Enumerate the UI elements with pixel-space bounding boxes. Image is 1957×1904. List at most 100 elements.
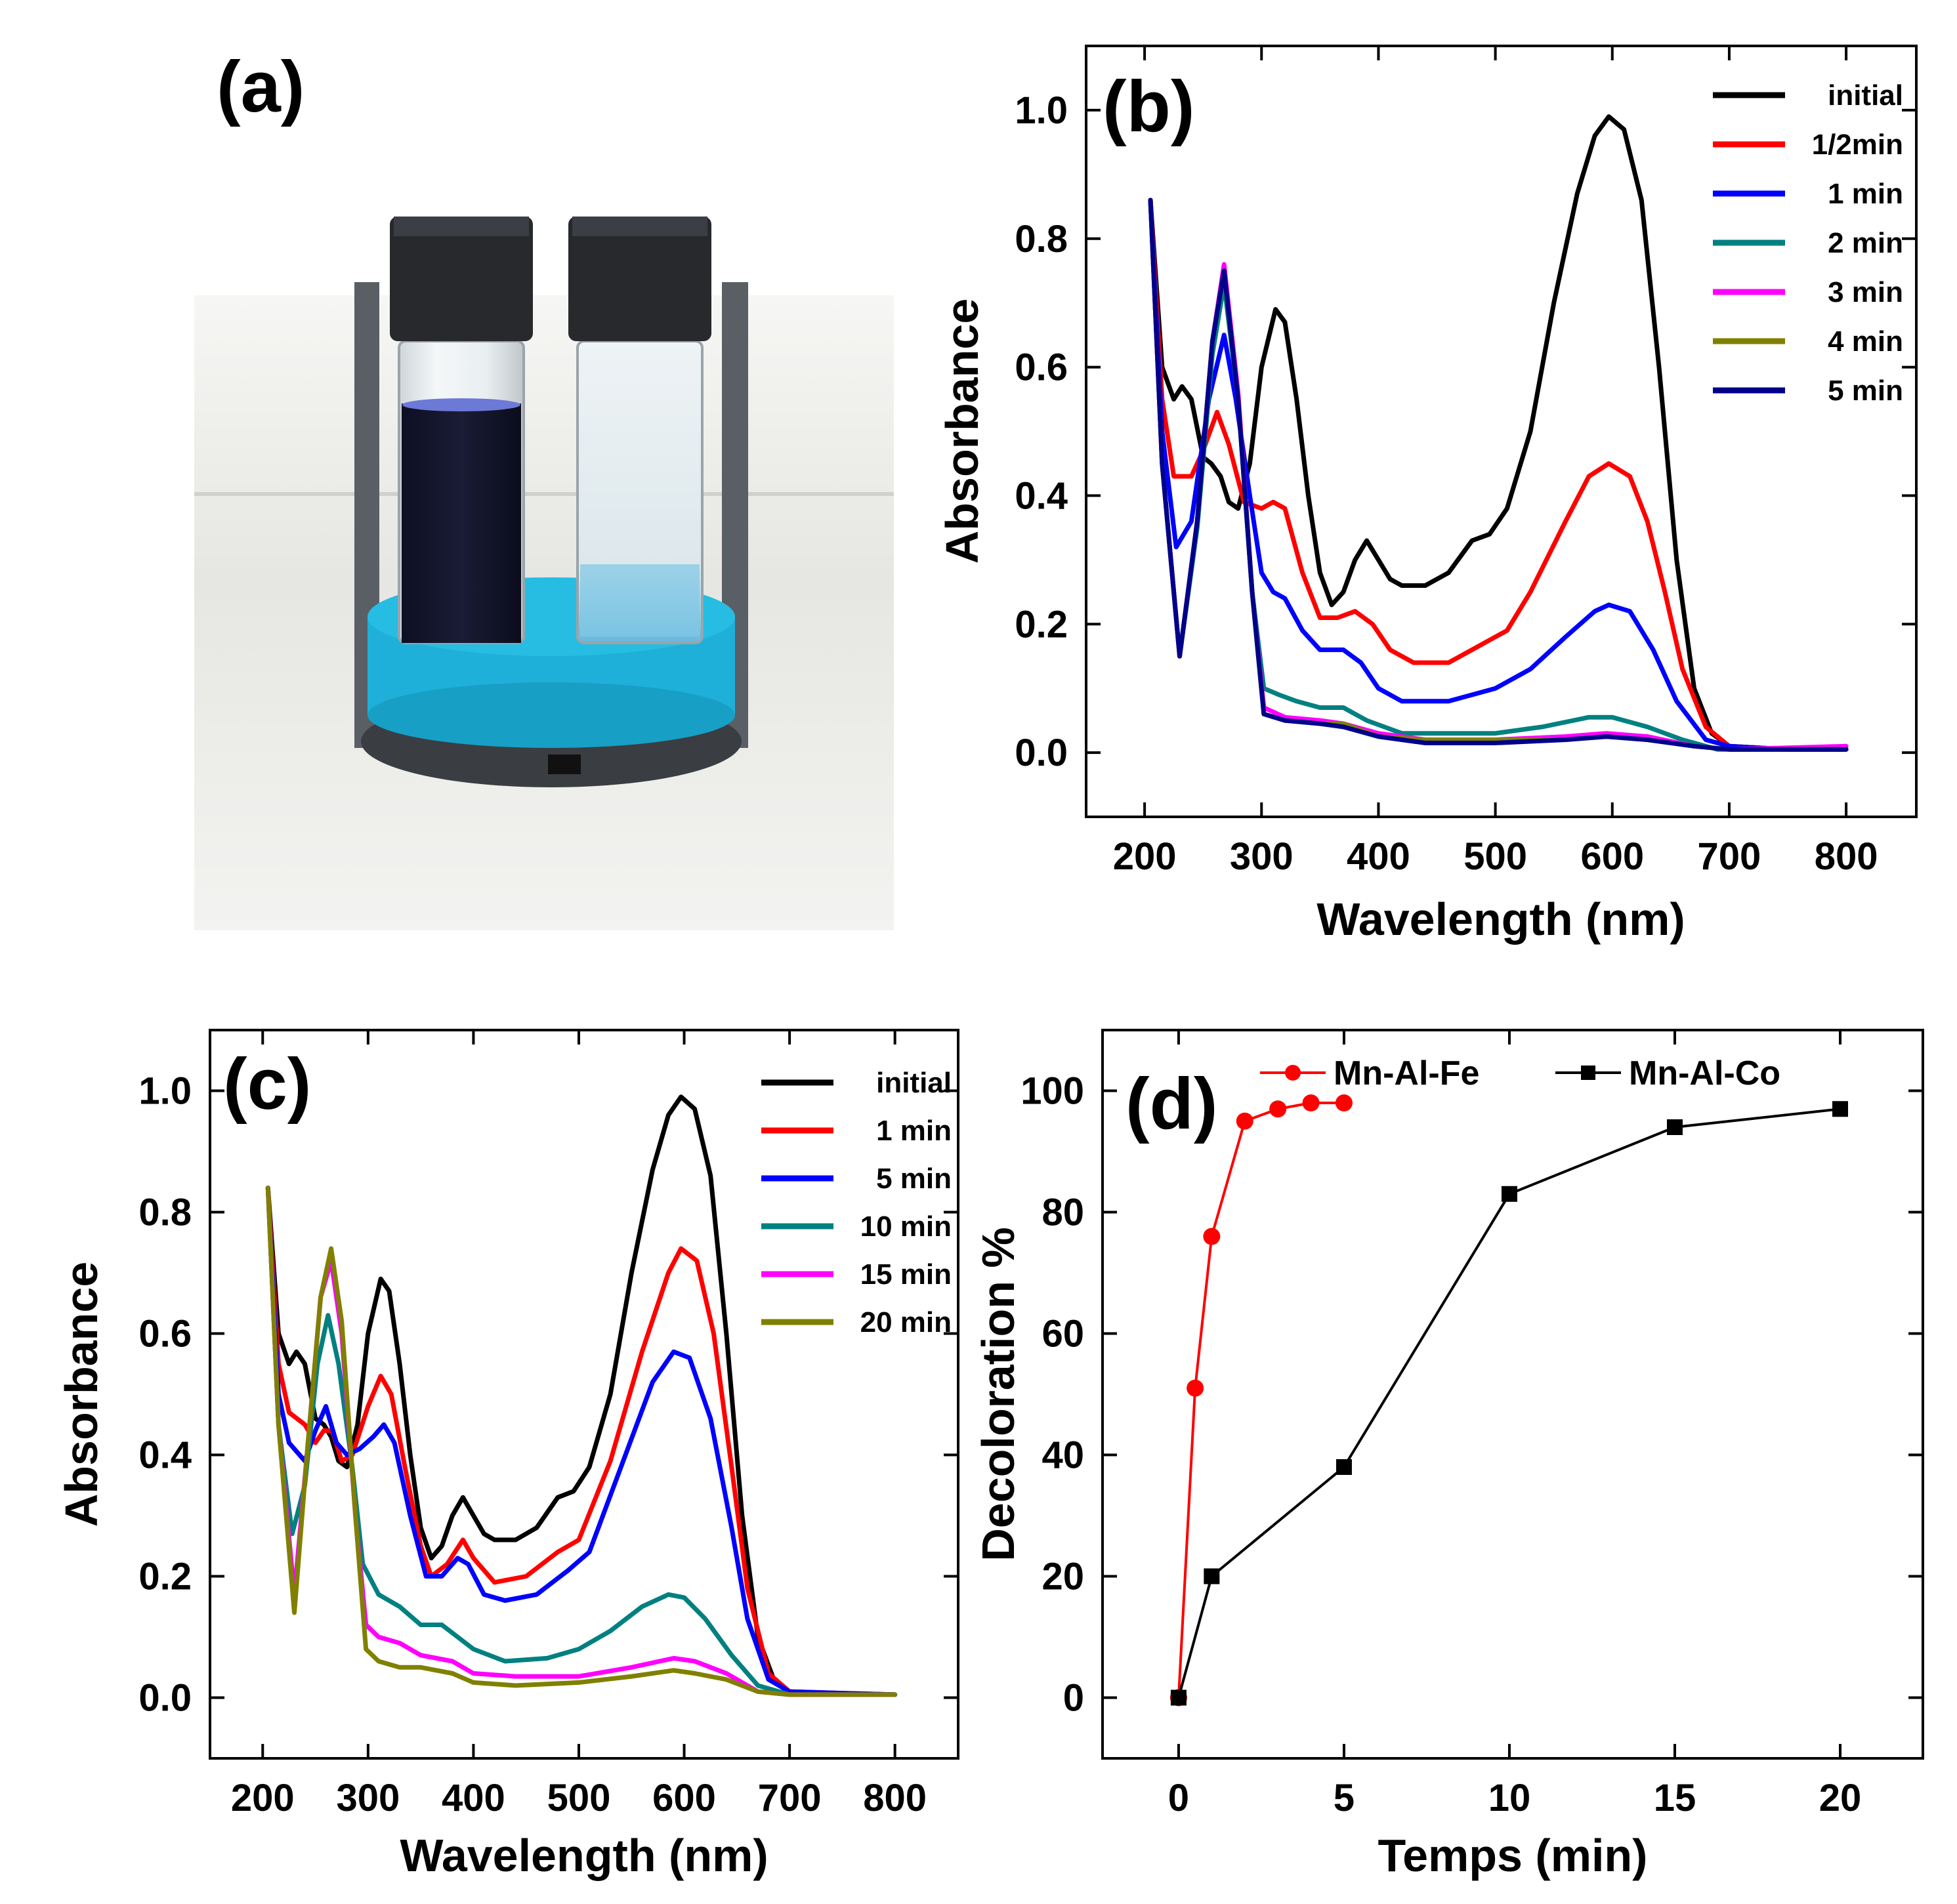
y-tick-label: 0.6 xyxy=(1015,346,1068,389)
vial-clear-cap xyxy=(568,217,711,341)
x-tick-label: 0 xyxy=(1168,1777,1189,1819)
y-tick-label: 60 xyxy=(1042,1313,1084,1356)
legend-label: 2 min xyxy=(1828,227,1903,259)
panel-b-frame xyxy=(1085,45,1918,818)
legend-label: initial xyxy=(1828,79,1903,112)
x-tick-label: 800 xyxy=(863,1777,927,1819)
data-point xyxy=(1666,1119,1683,1135)
x-tick-label: 800 xyxy=(1815,835,1878,878)
y-tick-label: 1.0 xyxy=(138,1070,192,1113)
panel-c-ticks: 200 300 400 500 600 700 800 0.0 0.2 0.4 0.6 0.8 1.0 xyxy=(138,1030,958,1819)
panel-b: 200 300 400 500 600 700 8000.00.20.40.60.81.0 … xyxy=(936,45,1918,945)
panel-c-ylabel: Absorbance xyxy=(56,1262,107,1527)
y-tick-label: 0.0 xyxy=(138,1677,192,1720)
panel-d-frame xyxy=(1101,1029,1924,1760)
panel-b-label: (b) xyxy=(1103,66,1194,147)
panel-c-frame xyxy=(209,1029,959,1760)
x-tick-label: 400 xyxy=(1347,835,1410,878)
x-tick-label: 500 xyxy=(1463,835,1527,878)
series-line-initial xyxy=(265,1094,898,1697)
data-point xyxy=(1204,1568,1220,1584)
legend-label: 4 min xyxy=(1828,325,1903,358)
data-point xyxy=(1302,1094,1320,1111)
data-point xyxy=(1203,1228,1221,1245)
x-tick-label: 300 xyxy=(1230,835,1294,878)
photo-shelf-line xyxy=(194,492,894,496)
legend-label: 3 min xyxy=(1828,276,1903,308)
panel-b-series xyxy=(1148,114,1849,752)
series-line-3-min xyxy=(1148,197,1849,752)
data-point xyxy=(1501,1186,1517,1202)
y-tick-label: 0.2 xyxy=(1015,603,1068,646)
x-tick-label: 600 xyxy=(652,1777,716,1819)
panel-d-xlabel: Temps (min) xyxy=(1378,1830,1648,1881)
panel-d-legend: Mn-Al-Fe Mn-Al-Co xyxy=(1260,1054,1780,1092)
x-tick-label: 20 xyxy=(1819,1777,1862,1819)
x-tick-label: 400 xyxy=(442,1777,505,1819)
series-line-5-min xyxy=(265,1186,898,1697)
legend-label: 5 min xyxy=(1828,375,1903,407)
x-tick-label: 700 xyxy=(758,1777,822,1819)
y-tick-label: 0.4 xyxy=(1015,474,1068,517)
legend-label: 5 min xyxy=(876,1163,952,1195)
y-tick-label: 80 xyxy=(1042,1191,1084,1234)
series-line-1-min xyxy=(1148,197,1849,752)
legend-label: 1 min xyxy=(876,1115,952,1147)
legend-label: 20 min xyxy=(860,1306,952,1338)
rack-holder-bottom xyxy=(368,682,735,748)
y-tick-label: 0.0 xyxy=(1015,732,1068,774)
legend-label: initial xyxy=(876,1067,952,1099)
legend-label: 1 min xyxy=(1828,178,1903,210)
legend-marker xyxy=(1581,1066,1595,1080)
x-tick-label: 200 xyxy=(231,1777,295,1819)
panel-c-label: (c) xyxy=(223,1044,311,1125)
x-tick-label: 700 xyxy=(1698,835,1761,878)
data-point xyxy=(1832,1101,1848,1117)
legend-label: 1/2min xyxy=(1812,129,1903,161)
vial-dark-meniscus xyxy=(402,398,520,411)
legend-marker xyxy=(1285,1065,1301,1081)
vial-dark-liquid xyxy=(402,404,521,643)
panel-d: 0 5 10 15 20 0 20 40 60 80 100 Mn-Al-Fe Mn-Al-Co (d… xyxy=(973,1029,1924,1881)
data-point xyxy=(1336,1459,1352,1475)
panel-b-ylabel: Absorbance xyxy=(936,299,988,564)
vial-dark-cap xyxy=(390,217,533,341)
y-tick-label: 0.4 xyxy=(138,1434,192,1477)
y-tick-label: 0 xyxy=(1063,1677,1084,1720)
y-tick-label: 1.0 xyxy=(1015,89,1068,132)
series-line-10-min xyxy=(265,1186,898,1697)
panel-b-ticks: 200 300 400 500 600 700 800 0.0 0.2 0.4 0.6 0.8 1.0 xyxy=(1015,46,1916,878)
vial-clear-cap-rim xyxy=(572,217,707,236)
x-tick-label: 15 xyxy=(1654,1777,1696,1819)
x-tick-label: 5 xyxy=(1334,1777,1355,1819)
y-tick-label: 0.8 xyxy=(1015,218,1068,260)
series-line-2-min xyxy=(1148,197,1849,752)
x-tick-label: 600 xyxy=(1580,835,1644,878)
y-tick-label: 0.6 xyxy=(138,1313,192,1356)
series-line-mn-al-co xyxy=(1177,1107,1841,1699)
legend-label: Mn-Al-Co xyxy=(1629,1054,1780,1092)
panel-a: (a) xyxy=(194,47,894,930)
x-tick-label: 200 xyxy=(1113,835,1177,878)
series-line-5-min xyxy=(1148,197,1849,752)
series-line-1-min xyxy=(265,1186,898,1697)
y-tick-label: 0.2 xyxy=(138,1556,192,1598)
x-tick-label: 10 xyxy=(1488,1777,1531,1819)
data-point xyxy=(1335,1094,1353,1111)
panel-d-series xyxy=(1169,1094,1848,1707)
legend-label: Mn-Al-Fe xyxy=(1334,1054,1479,1092)
x-tick-label: 300 xyxy=(336,1777,400,1819)
panel-b-xlabel: Wavelength (nm) xyxy=(1316,894,1685,945)
y-tick-label: 20 xyxy=(1042,1556,1084,1598)
data-point xyxy=(1170,1689,1187,1706)
data-point xyxy=(1187,1379,1204,1397)
vial-dark-cap-rim xyxy=(394,217,529,236)
panel-d-ylabel: Decoloration % xyxy=(973,1227,1024,1562)
data-point xyxy=(1236,1112,1253,1130)
panel-a-label: (a) xyxy=(217,47,305,127)
legend-label: 15 min xyxy=(860,1258,952,1291)
panel-c-legend: initial 1 min 5 min 10 min 15 min 20 min xyxy=(761,1067,952,1338)
series-line-1-2min xyxy=(1148,197,1849,752)
panel-c-xlabel: Wavelength (nm) xyxy=(400,1830,768,1881)
